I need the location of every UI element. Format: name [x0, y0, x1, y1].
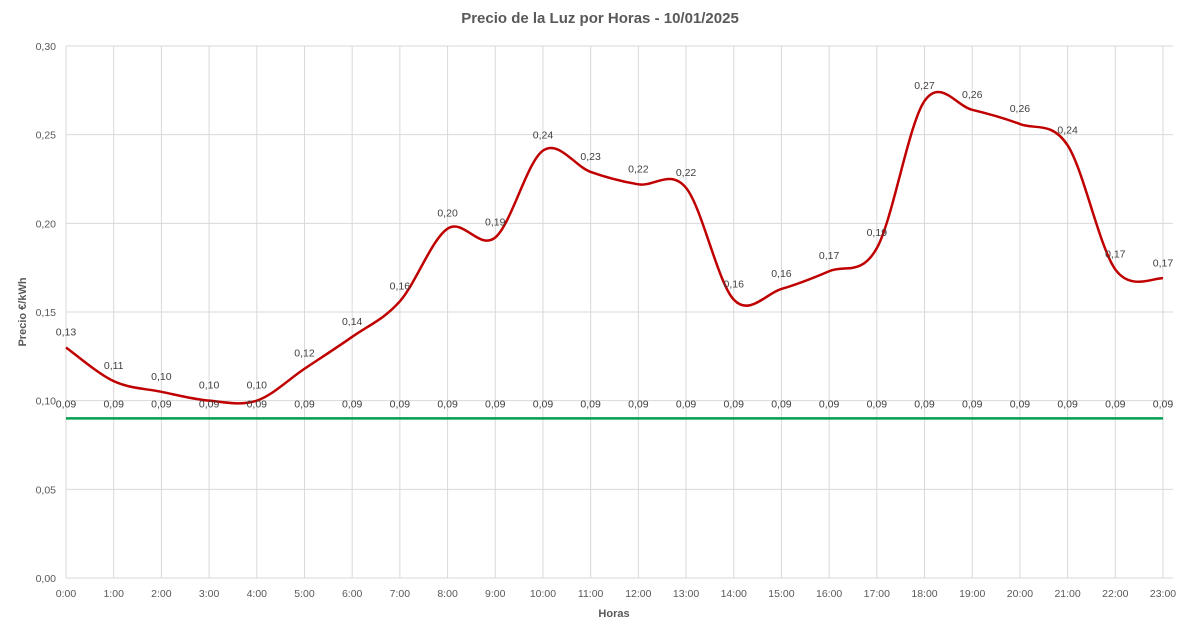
data-label: 0,09 — [819, 398, 840, 410]
x-tick-label: 22:00 — [1102, 588, 1128, 600]
x-axis-ticks: 0:00 1:00 2:00 3:00 4:00 5:00 6:00 7:00 8:00 9:00… — [56, 588, 1177, 600]
x-tick-label: 20:00 — [1007, 588, 1033, 600]
x-tick-label: 18:00 — [911, 588, 937, 600]
y-tick-label: 0,05 — [36, 484, 57, 496]
x-tick-label: 1:00 — [103, 588, 124, 600]
x-tick-label: 13:00 — [673, 588, 699, 600]
y-tick-label: 0,00 — [36, 573, 57, 585]
data-label: 0,09 — [103, 398, 124, 410]
data-label: 0,17 — [819, 250, 840, 262]
x-tick-label: 7:00 — [390, 588, 411, 600]
data-label: 0,09 — [1010, 398, 1031, 410]
data-label: 0,19 — [485, 217, 506, 229]
y-axis-label: Precio €/kWh — [17, 277, 29, 346]
data-label: 0,09 — [914, 398, 935, 410]
x-tick-label: 4:00 — [247, 588, 268, 600]
data-label: 0,09 — [1057, 398, 1078, 410]
data-label: 0,09 — [390, 398, 411, 410]
data-label: 0,22 — [676, 167, 697, 179]
data-label: 0,22 — [628, 163, 649, 175]
chart-title: Precio de la Luz por Horas - 10/01/2025 — [461, 10, 739, 27]
data-label: 0,09 — [199, 398, 220, 410]
data-label: 0,09 — [1153, 398, 1174, 410]
data-label: 0,09 — [485, 398, 506, 410]
data-label: 0,09 — [342, 398, 363, 410]
x-tick-label: 9:00 — [485, 588, 506, 600]
x-tick-label: 11:00 — [578, 588, 604, 600]
data-labels: 0,13 0,11 0,10 0,10 0,10 0,12 0,14 0,16 0,20 0,19… — [56, 80, 1174, 410]
data-label: 0,09 — [771, 398, 792, 410]
x-tick-label: 14:00 — [721, 588, 747, 600]
y-tick-label: 0,10 — [36, 396, 57, 408]
x-tick-label: 5:00 — [294, 588, 315, 600]
data-label: 0,24 — [533, 130, 554, 142]
data-label: 0,12 — [294, 348, 315, 360]
data-label: 0,09 — [580, 398, 601, 410]
x-tick-label: 21:00 — [1054, 588, 1080, 600]
y-tick-label: 0,30 — [36, 41, 57, 53]
price-line — [65, 90, 1164, 405]
data-label: 0,09 — [962, 398, 983, 410]
data-label: 0,10 — [151, 371, 172, 383]
data-label: 0,17 — [1105, 248, 1126, 260]
data-label: 0,14 — [342, 316, 363, 328]
data-label: 0,09 — [56, 398, 77, 410]
data-label: 0,09 — [1105, 398, 1126, 410]
data-label: 0,09 — [628, 398, 649, 410]
x-tick-label: 2:00 — [151, 588, 172, 600]
gridlines — [65, 45, 1173, 579]
data-label: 0,09 — [533, 398, 554, 410]
x-tick-label: 15:00 — [768, 588, 794, 600]
x-axis-label: Horas — [598, 608, 629, 620]
y-tick-label: 0,25 — [36, 130, 57, 142]
x-tick-label: 8:00 — [437, 588, 458, 600]
data-label: 0,19 — [867, 227, 888, 239]
y-tick-label: 0,15 — [36, 307, 57, 319]
data-label: 0,09 — [724, 398, 745, 410]
data-label: 0,13 — [56, 326, 77, 338]
data-label: 0,09 — [867, 398, 888, 410]
y-axis-ticks: 0,00 0,05 0,10 0,15 0,20 0,25 0,30 — [36, 41, 57, 585]
data-label: 0,09 — [247, 398, 268, 410]
data-label: 0,24 — [1057, 124, 1078, 136]
data-label: 0,09 — [151, 398, 172, 410]
data-label: 0,09 — [676, 398, 697, 410]
x-tick-label: 10:00 — [530, 588, 556, 600]
x-tick-label: 19:00 — [959, 588, 985, 600]
x-tick-label: 0:00 — [56, 588, 77, 600]
data-label: 0,16 — [390, 280, 411, 292]
data-label: 0,26 — [962, 89, 983, 101]
data-label: 0,10 — [247, 380, 268, 392]
data-label: 0,23 — [580, 151, 601, 163]
x-tick-label: 3:00 — [199, 588, 220, 600]
series-group — [65, 90, 1164, 420]
data-label: 0,20 — [437, 208, 458, 220]
data-label: 0,09 — [437, 398, 458, 410]
data-label: 0,16 — [724, 279, 745, 291]
data-label: 0,27 — [914, 80, 935, 92]
x-tick-label: 23:00 — [1150, 588, 1176, 600]
data-label: 0,11 — [104, 360, 124, 372]
data-label: 0,16 — [771, 268, 792, 280]
data-label: 0,10 — [199, 380, 220, 392]
data-label: 0,09 — [294, 398, 315, 410]
x-tick-label: 12:00 — [625, 588, 651, 600]
data-label: 0,26 — [1010, 103, 1031, 115]
data-label: 0,17 — [1153, 257, 1174, 269]
x-tick-label: 6:00 — [342, 588, 363, 600]
x-tick-label: 16:00 — [816, 588, 842, 600]
y-tick-label: 0,20 — [36, 218, 57, 230]
x-tick-label: 17:00 — [864, 588, 890, 600]
